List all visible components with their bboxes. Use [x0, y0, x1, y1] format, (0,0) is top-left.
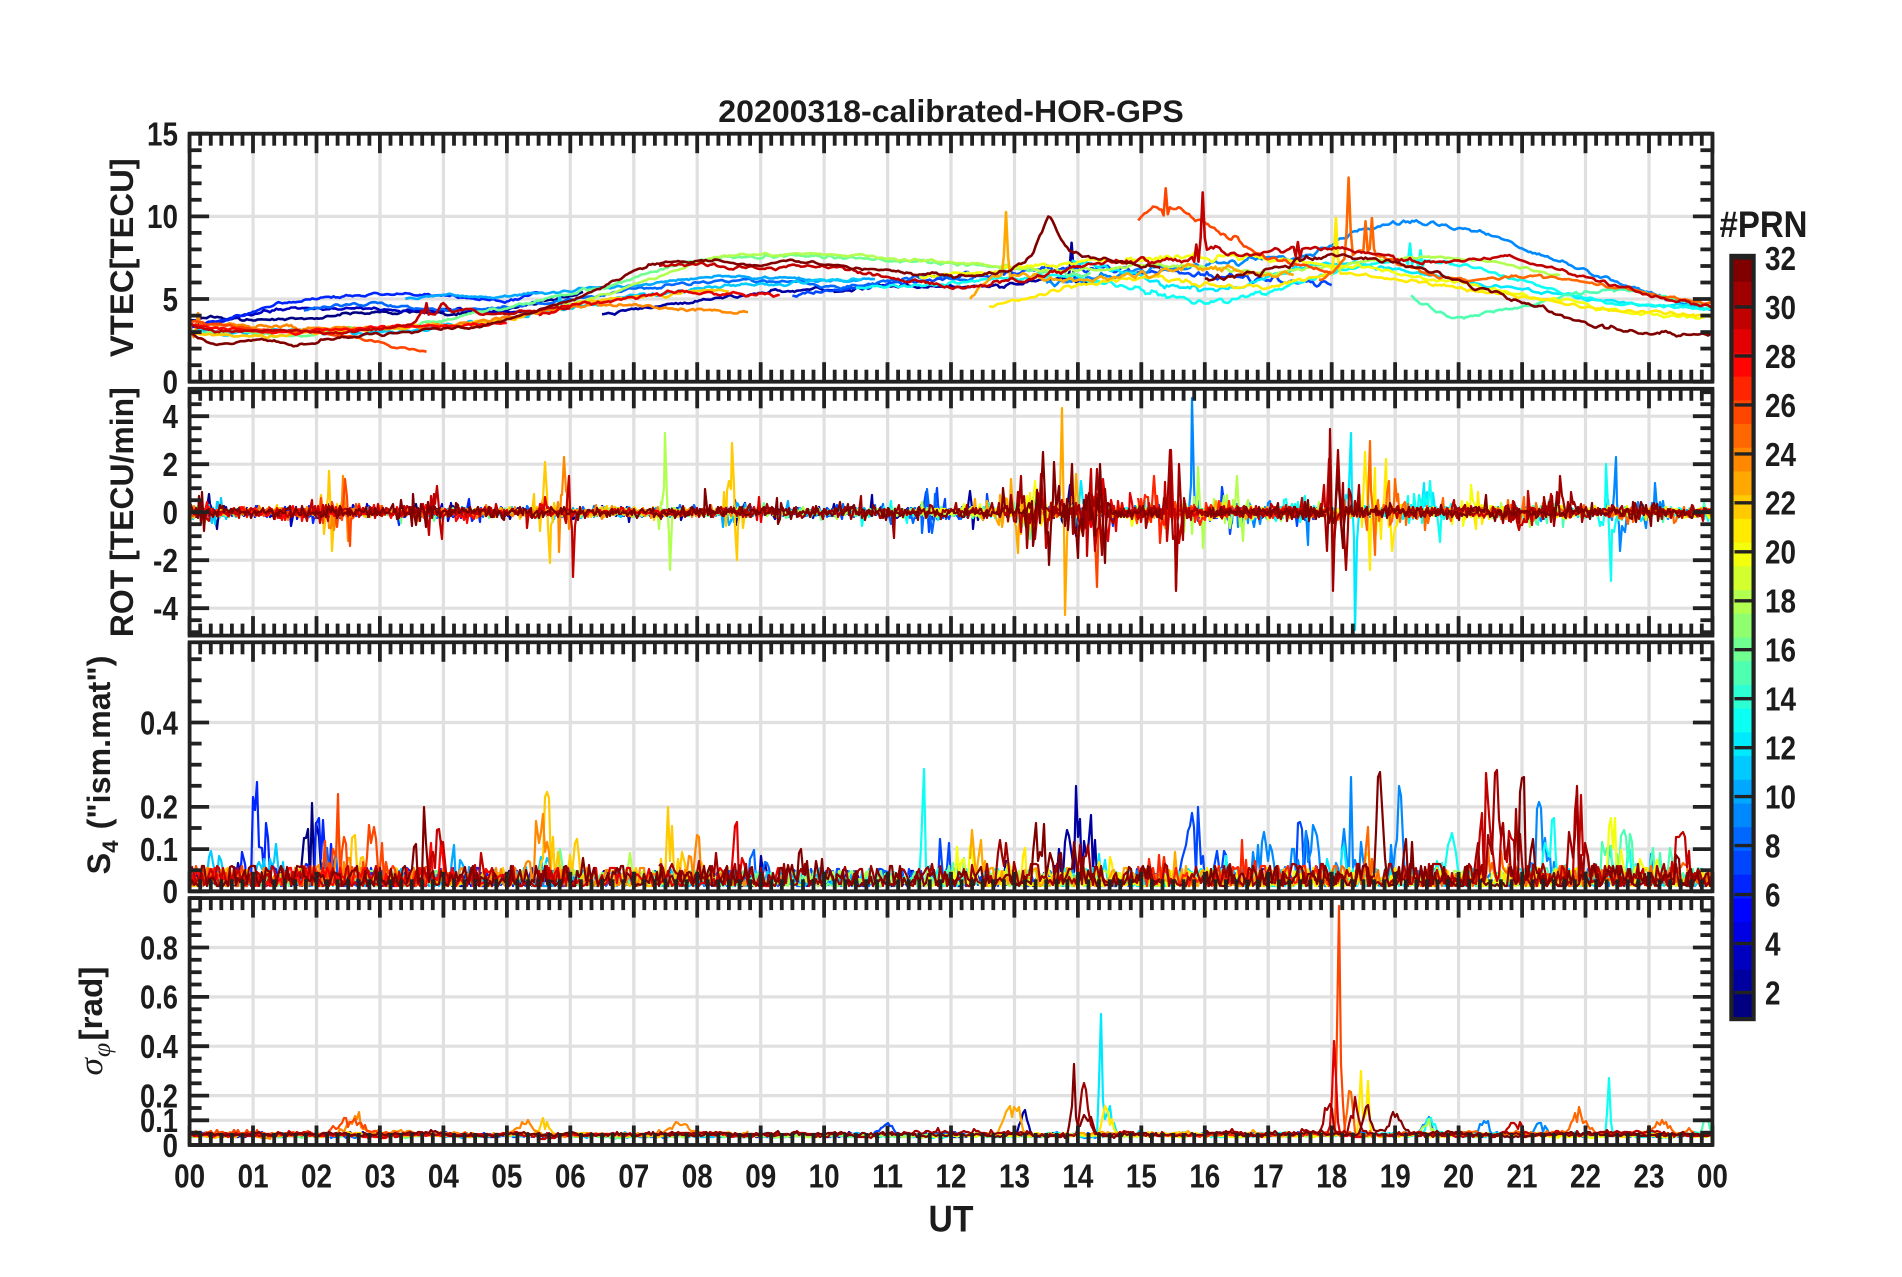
svg-text:#PRN: #PRN: [1720, 204, 1808, 245]
svg-text:06: 06: [555, 1157, 586, 1195]
svg-text:28: 28: [1765, 337, 1796, 375]
svg-text:10: 10: [1765, 778, 1796, 816]
svg-text:00: 00: [174, 1157, 205, 1195]
svg-text:18: 18: [1765, 582, 1796, 620]
svg-text:07: 07: [618, 1157, 649, 1195]
svg-text:23: 23: [1634, 1157, 1665, 1195]
svg-text:0: 0: [163, 1126, 178, 1164]
svg-text:26: 26: [1765, 386, 1796, 424]
svg-text:22: 22: [1570, 1157, 1601, 1195]
svg-text:03: 03: [365, 1157, 396, 1195]
svg-text:13: 13: [999, 1157, 1030, 1195]
svg-text:-2: -2: [153, 542, 178, 580]
svg-text:2: 2: [1765, 974, 1780, 1012]
svg-text:19: 19: [1380, 1157, 1411, 1195]
svg-text:11: 11: [872, 1158, 903, 1195]
svg-text:2: 2: [163, 446, 178, 484]
svg-text:σφ[rad]: σφ[rad]: [73, 966, 116, 1075]
svg-text:20: 20: [1765, 533, 1796, 571]
svg-text:08: 08: [682, 1157, 713, 1195]
svg-text:20200318-calibrated-HOR-GPS: 20200318-calibrated-HOR-GPS: [718, 93, 1183, 129]
svg-text:UT: UT: [929, 1199, 974, 1240]
svg-text:4: 4: [163, 398, 178, 436]
svg-text:20: 20: [1443, 1157, 1474, 1195]
svg-text:30: 30: [1765, 288, 1796, 326]
svg-text:22: 22: [1765, 484, 1796, 522]
svg-text:32: 32: [1765, 239, 1796, 277]
svg-text:0.8: 0.8: [140, 930, 178, 967]
svg-text:6: 6: [1765, 876, 1780, 914]
svg-text:21: 21: [1507, 1157, 1538, 1195]
svg-text:-4: -4: [153, 590, 179, 628]
svg-text:10: 10: [147, 198, 178, 236]
svg-text:0.4: 0.4: [140, 1028, 178, 1065]
svg-text:S4 ("ism.mat"): S4 ("ism.mat"): [81, 656, 123, 875]
svg-text:17: 17: [1253, 1157, 1284, 1195]
svg-text:14: 14: [1765, 680, 1796, 718]
svg-text:02: 02: [301, 1157, 332, 1195]
svg-text:0.1: 0.1: [140, 1103, 178, 1140]
svg-text:04: 04: [428, 1157, 459, 1195]
svg-text:12: 12: [1765, 729, 1796, 767]
svg-text:01: 01: [238, 1157, 269, 1195]
svg-text:18: 18: [1316, 1157, 1347, 1195]
svg-text:0.2: 0.2: [140, 789, 178, 826]
svg-text:00: 00: [1697, 1157, 1728, 1195]
svg-text:5: 5: [163, 280, 178, 318]
svg-text:16: 16: [1765, 631, 1796, 669]
svg-text:0.4: 0.4: [140, 705, 178, 742]
svg-text:ROT [TECU/min]: ROT [TECU/min]: [104, 387, 140, 637]
svg-text:0.6: 0.6: [140, 979, 178, 1016]
svg-text:0.2: 0.2: [140, 1078, 178, 1115]
svg-text:12: 12: [936, 1157, 967, 1195]
svg-text:0.1: 0.1: [140, 831, 178, 868]
svg-text:10: 10: [809, 1157, 840, 1195]
svg-text:15: 15: [1126, 1157, 1157, 1195]
svg-text:09: 09: [745, 1157, 776, 1195]
svg-text:0: 0: [163, 494, 178, 532]
svg-text:0: 0: [163, 873, 178, 911]
svg-text:8: 8: [1765, 827, 1780, 865]
svg-text:4: 4: [1765, 925, 1780, 963]
svg-text:16: 16: [1189, 1157, 1220, 1195]
svg-text:05: 05: [491, 1157, 522, 1195]
svg-text:VTEC[TECU]: VTEC[TECU]: [104, 158, 140, 357]
svg-text:15: 15: [147, 115, 178, 153]
svg-text:0: 0: [163, 363, 178, 401]
svg-text:24: 24: [1765, 435, 1796, 473]
svg-text:14: 14: [1062, 1157, 1093, 1195]
